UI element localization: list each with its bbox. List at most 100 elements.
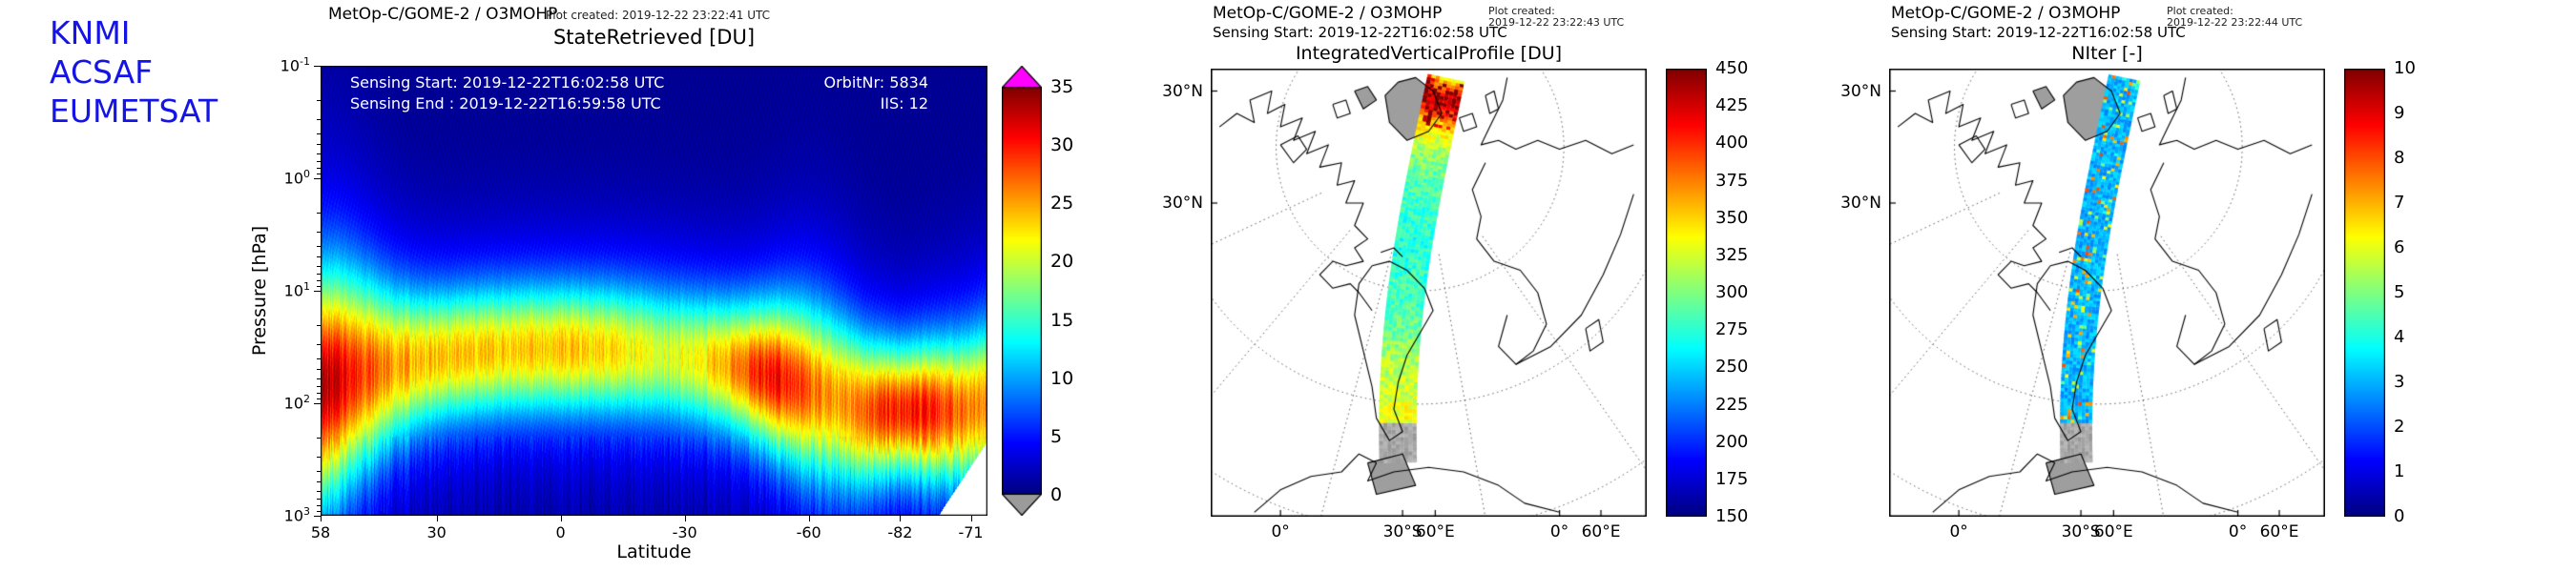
state-retrieved-colorbar-canvas: [1002, 66, 1042, 516]
panel3-plot-created-label: Plot created:: [2167, 5, 2233, 17]
pressure-axis-minor-tick: [317, 344, 321, 346]
sensing-end-annotation: Sensing End : 2019-12-22T16:59:58 UTC: [350, 94, 661, 112]
pressure-axis-minor-tick: [317, 398, 321, 399]
colorbar-tick-label: 0: [2394, 506, 2405, 526]
pressure-tick-exponent: -1: [300, 55, 310, 68]
pressure-axis-minor-tick: [317, 133, 321, 135]
map-latitude-label: 30°N: [1162, 194, 1203, 213]
map-latitude-label: 30°N: [1840, 194, 1881, 213]
pressure-axis-minor-tick: [317, 246, 321, 248]
colorbar-tick-label: 1: [2394, 461, 2405, 481]
latitude-tick-label: 0: [555, 523, 566, 541]
pressure-axis-minor-tick: [317, 273, 321, 275]
state-retrieved-heatmap-canvas: [321, 66, 987, 516]
latitude-tick-label: -60: [796, 523, 821, 541]
colorbar-tick-label: 10: [1050, 367, 1074, 389]
pressure-axis-minor-tick: [317, 510, 321, 512]
pressure-axis-minor-tick: [317, 392, 321, 394]
pressure-axis-minor-tick: [317, 498, 321, 500]
colorbar-tick-label: 5: [1050, 425, 1063, 447]
branding-eumetsat: EUMETSAT: [50, 92, 218, 130]
branding-knmi: KNMI: [50, 14, 131, 51]
colorbar-tick-label: 225: [1715, 394, 1749, 415]
map-longitude-label: 60°E: [2093, 522, 2133, 541]
pressure-tick-exponent: 2: [303, 393, 310, 405]
orbit-number-annotation: OrbitNr: 5834: [823, 73, 928, 92]
colorbar-tick-label: 25: [1050, 193, 1074, 214]
map-longitude-label: 60°E: [2259, 522, 2299, 541]
latitude-tick-label: -71: [958, 523, 984, 541]
pressure-axis-minor-tick: [317, 358, 321, 360]
panel3-header-title: MetOp-C/GOME-2 / O3MOHP: [1891, 4, 2121, 23]
pressure-tick-label: 100: [283, 168, 310, 188]
map-longitude-label: 30°S: [1382, 522, 1423, 541]
colorbar-tick-label: 400: [1715, 133, 1749, 153]
latitude-axis-tick: [684, 516, 686, 521]
pressure-axis-minor-tick: [317, 504, 321, 506]
panel1-plot-title: StateRetrieved [DU]: [552, 26, 756, 49]
pressure-axis-tick: [314, 291, 321, 292]
colorbar-tick-label: 7: [2394, 193, 2405, 213]
pressure-tick-label: 10-1: [280, 55, 310, 75]
pressure-axis-minor-tick: [317, 471, 321, 473]
pressure-axis-tick: [314, 403, 321, 404]
pressure-tick-exponent: 3: [303, 505, 310, 518]
pressure-axis-minor-tick: [317, 279, 321, 281]
sensing-start-annotation: Sensing Start: 2019-12-22T16:02:58 UTC: [350, 73, 665, 92]
colorbar-tick-label: 15: [1050, 309, 1074, 331]
panel2-sensing-start-label: Sensing Start: 2019-12-22T16:02:58 UTC: [1213, 24, 1507, 41]
map-longitude-label: 60°E: [1581, 522, 1621, 541]
panel1-header-title: MetOp-C/GOME-2 / O3MOHP: [328, 5, 558, 24]
pressure-axis-minor-tick: [317, 481, 321, 483]
colorbar-tick-label: 150: [1715, 506, 1749, 526]
niter-map-canvas: [1889, 69, 2325, 517]
pressure-axis-tick: [314, 516, 321, 517]
colorbar-tick-label: 9: [2394, 103, 2405, 123]
branding: KNMI ACSAF EUMETSAT: [50, 13, 218, 131]
colorbar-tick-label: 8: [2394, 148, 2405, 168]
colorbar-tick-label: 275: [1715, 319, 1749, 340]
pressure-axis-label: Pressure [hPa]: [249, 225, 270, 357]
map-longitude-label: 0°: [2228, 522, 2248, 541]
integrated-vertical-profile-colorbar-canvas: [1666, 69, 1707, 517]
pressure-tick-exponent: 1: [303, 280, 310, 293]
pressure-axis-minor-tick: [317, 265, 321, 267]
latitude-tick-label: 58: [310, 523, 331, 541]
map-latitude-label: 30°N: [1840, 81, 1881, 101]
colorbar-tick-label: 6: [2394, 237, 2405, 257]
branding-acsaf: ACSAF: [50, 53, 154, 91]
latitude-axis-tick: [436, 516, 438, 521]
pressure-axis-minor-tick: [317, 153, 321, 154]
integrated-vertical-profile-map-canvas: [1211, 69, 1647, 517]
colorbar-tick-label: 425: [1715, 95, 1749, 116]
colorbar-tick-label: 250: [1715, 357, 1749, 378]
pressure-axis-minor-tick: [317, 385, 321, 387]
map-longitude-label: 0°: [1949, 522, 1968, 541]
panel2-header-title: MetOp-C/GOME-2 / O3MOHP: [1213, 4, 1443, 23]
pressure-axis-minor-tick: [317, 119, 321, 121]
latitude-axis-label: Latitude: [616, 541, 692, 562]
pressure-axis-minor-tick: [317, 212, 321, 214]
map-longitude-label: 60°E: [1415, 522, 1455, 541]
panel1-plot-created-label: Plot created: 2019-12-22 23:22:41 UTC: [546, 9, 771, 22]
colorbar-tick-label: 10: [2394, 58, 2416, 78]
panel3-plot-created-timestamp: 2019-12-22 23:22:44 UTC: [2167, 16, 2303, 29]
colorbar-tick-label: 0: [1050, 484, 1063, 505]
pressure-axis-minor-tick: [317, 144, 321, 146]
panel2-plot-created-timestamp: 2019-12-22 23:22:43 UTC: [1488, 16, 1625, 29]
pressure-tick-label: 103: [283, 505, 310, 525]
niter-colorbar-canvas: [2344, 69, 2385, 517]
latitude-axis-tick: [808, 516, 810, 521]
panel3-plot-title: NIter [-]: [2071, 43, 2143, 64]
colorbar-tick-label: 20: [1050, 251, 1074, 273]
pressure-axis-minor-tick: [317, 378, 321, 379]
map-longitude-label: 0°: [1271, 522, 1290, 541]
pressure-tick-label: 102: [283, 393, 310, 413]
colorbar-tick-label: 4: [2394, 327, 2405, 347]
pressure-tick-exponent: 0: [303, 168, 310, 180]
latitude-tick-label: -30: [672, 523, 697, 541]
colorbar-tick-label: 200: [1715, 431, 1749, 452]
latitude-tick-label: -82: [887, 523, 913, 541]
colorbar-tick-label: 2: [2394, 417, 2405, 437]
pressure-axis-minor-tick: [317, 285, 321, 287]
